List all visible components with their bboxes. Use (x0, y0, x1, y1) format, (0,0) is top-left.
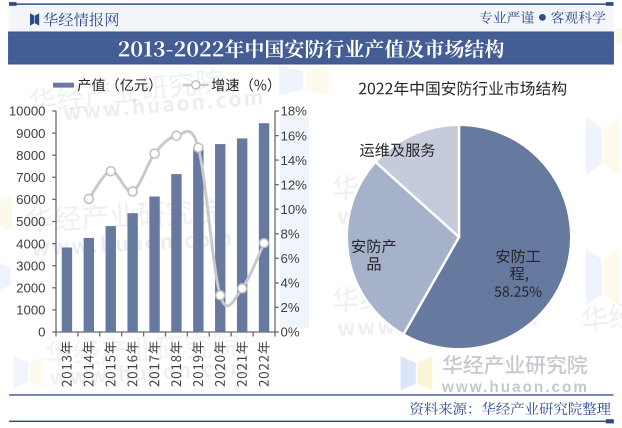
svg-text:9000: 9000 (16, 126, 45, 141)
svg-text:0: 0 (38, 325, 45, 340)
svg-text:3000: 3000 (16, 258, 45, 273)
svg-text:5000: 5000 (16, 214, 45, 229)
svg-text:12%: 12% (281, 177, 308, 192)
svg-text:8%: 8% (281, 227, 300, 242)
svg-text:8000: 8000 (16, 148, 45, 163)
svg-text:4000: 4000 (16, 236, 45, 251)
svg-text:10000: 10000 (9, 104, 46, 119)
svg-text:14%: 14% (281, 153, 308, 168)
svg-text:2%: 2% (281, 300, 300, 315)
svg-text:2000: 2000 (16, 281, 45, 296)
svg-text:18%: 18% (281, 104, 308, 119)
svg-text:www.huaon.com: www.huaon.com (441, 379, 589, 396)
svg-text:6000: 6000 (16, 192, 45, 207)
svg-text:7000: 7000 (16, 170, 45, 185)
svg-text:16%: 16% (281, 128, 308, 143)
svg-text:6%: 6% (281, 251, 300, 266)
svg-text:0%: 0% (281, 325, 300, 340)
svg-text:10%: 10% (281, 202, 308, 217)
svg-text:1000: 1000 (16, 303, 45, 318)
svg-text:4%: 4% (281, 276, 300, 291)
